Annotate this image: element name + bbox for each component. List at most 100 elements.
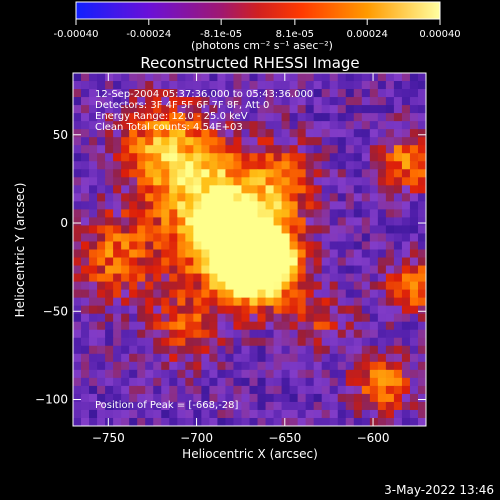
- heatmap-cell: [225, 193, 235, 202]
- x-tick-label: −600: [357, 431, 390, 445]
- heatmap-cell: [185, 209, 194, 219]
- heatmap-cell: [169, 241, 178, 251]
- heatmap-cell: [329, 233, 339, 243]
- heatmap-cell: [153, 105, 162, 114]
- heatmap-cell: [289, 377, 299, 387]
- heatmap-cell: [329, 249, 339, 259]
- heatmap-cell: [105, 105, 114, 114]
- heatmap-cell: [73, 233, 82, 243]
- heatmap-cell: [129, 321, 138, 331]
- heatmap-cell: [97, 393, 106, 403]
- heatmap-cell: [377, 329, 387, 339]
- heatmap-cell: [161, 121, 170, 130]
- heatmap-cell: [73, 393, 82, 403]
- heatmap-cell: [401, 257, 411, 267]
- heatmap-cell: [289, 169, 299, 178]
- heatmap-cell: [369, 369, 379, 379]
- heatmap-cell: [153, 401, 162, 411]
- heatmap-cell: [385, 257, 395, 267]
- heatmap-cell: [313, 313, 323, 323]
- heatmap-cell: [321, 105, 331, 114]
- heatmap-cell: [121, 265, 130, 275]
- heatmap-cell: [177, 169, 186, 178]
- heatmap-cell: [377, 241, 387, 251]
- heatmap-cell: [345, 289, 355, 299]
- heatmap-cell: [313, 217, 323, 227]
- heatmap-cell: [145, 241, 154, 251]
- heatmap-cell: [393, 113, 403, 122]
- heatmap-cell: [417, 121, 426, 130]
- heatmap-cell: [193, 73, 202, 82]
- heatmap-cell: [401, 377, 411, 387]
- heatmap-cell: [337, 169, 347, 178]
- heatmap-cell: [209, 113, 219, 122]
- heatmap-cell: [265, 393, 275, 403]
- heatmap-cell: [305, 361, 315, 371]
- heatmap-cell: [409, 297, 419, 307]
- heatmap-cell: [177, 161, 186, 170]
- heatmap-cell: [313, 113, 323, 122]
- heatmap-cell: [105, 361, 114, 371]
- heatmap-cell: [161, 97, 170, 106]
- heatmap-cell: [401, 201, 411, 210]
- heatmap-cell: [297, 417, 307, 426]
- heatmap-cell: [169, 105, 178, 114]
- heatmap-cell: [185, 233, 194, 243]
- heatmap-cell: [289, 297, 299, 307]
- heatmap-cell: [137, 129, 146, 138]
- heatmap-cell: [185, 297, 194, 307]
- heatmap-cell: [249, 345, 259, 355]
- heatmap-cell: [177, 313, 186, 323]
- heatmap-cell: [313, 353, 323, 363]
- heatmap-cell: [169, 297, 178, 307]
- heatmap-cell: [273, 145, 283, 154]
- heatmap-cell: [209, 185, 219, 194]
- heatmap-cell: [137, 225, 146, 235]
- heatmap-cell: [321, 121, 331, 130]
- heatmap-cell: [169, 153, 178, 162]
- heatmap-cell: [377, 249, 387, 259]
- heatmap-cell: [217, 89, 227, 98]
- heatmap-cell: [145, 89, 154, 98]
- heatmap-cell: [265, 81, 275, 90]
- heatmap-cell: [169, 185, 178, 194]
- heatmap-cell: [329, 177, 339, 186]
- heatmap-cell: [137, 265, 146, 275]
- heatmap-cell: [201, 385, 210, 395]
- heatmap-cell: [113, 409, 122, 419]
- heatmap-cell: [193, 209, 202, 219]
- heatmap-cell: [97, 129, 106, 138]
- heatmap-cell: [217, 289, 227, 299]
- heatmap-cell: [401, 337, 411, 347]
- heatmap-cell: [361, 217, 371, 227]
- heatmap-cell: [409, 337, 419, 347]
- heatmap-cell: [345, 137, 355, 146]
- heatmap-cell: [361, 297, 371, 307]
- heatmap-cell: [289, 97, 299, 106]
- heatmap-cell: [161, 209, 170, 219]
- heatmap-cell: [121, 241, 130, 251]
- heatmap-cell: [321, 89, 331, 98]
- heatmap-cell: [89, 313, 98, 323]
- heatmap-cell: [145, 337, 154, 347]
- heatmap-cell: [129, 353, 138, 363]
- heatmap-cell: [353, 129, 363, 138]
- heatmap-cell: [137, 137, 146, 146]
- heatmap-cell: [353, 89, 363, 98]
- heatmap-cell: [225, 417, 235, 426]
- heatmap-cell: [273, 121, 283, 130]
- heatmap-cell: [81, 73, 90, 82]
- heatmap-cell: [97, 201, 106, 210]
- heatmap-cell: [249, 329, 259, 339]
- heatmap-cell: [129, 97, 138, 106]
- heatmap-cell: [337, 129, 347, 138]
- heatmap-cell: [257, 185, 267, 194]
- heatmap-cell: [225, 289, 235, 299]
- heatmap-cell: [305, 289, 315, 299]
- heatmap-cell: [233, 417, 243, 426]
- heatmap-cell: [137, 97, 146, 106]
- heatmap-cell: [313, 289, 323, 299]
- heatmap-cell: [353, 169, 363, 178]
- heatmap-cell: [177, 137, 186, 146]
- heatmap-cell: [281, 185, 291, 194]
